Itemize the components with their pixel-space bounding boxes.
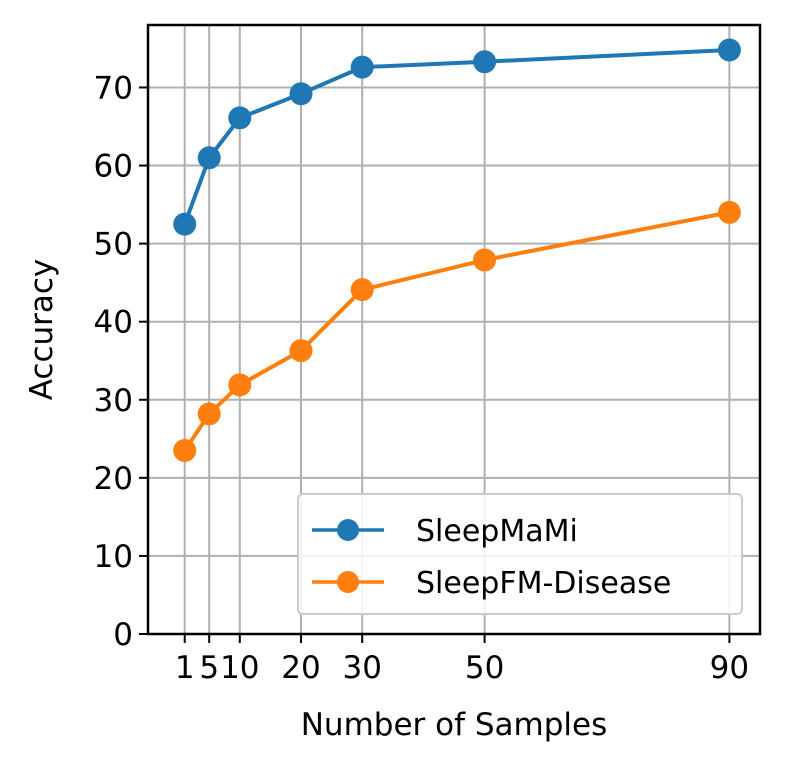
x-tick-label: 20	[281, 650, 320, 686]
x-tick-label: 1	[175, 650, 195, 686]
y-tick-label: 10	[94, 539, 133, 575]
data-point-sleepmami	[350, 55, 374, 79]
x-tick-label: 10	[220, 650, 259, 686]
y-tick-label: 30	[94, 383, 133, 419]
data-point-sleepfm-disease	[350, 278, 374, 302]
series-line-sleepmami	[182, 47, 730, 225]
series-line-sleepfm-disease	[183, 210, 730, 452]
x-tick-label: 5	[199, 650, 219, 686]
data-point-sleepfm-disease	[289, 339, 313, 363]
data-point-sleepfm-disease	[228, 373, 252, 397]
data-point-sleepfm-disease	[473, 248, 497, 272]
x-tick-label: 30	[342, 650, 381, 686]
data-point-sleepmami	[289, 82, 313, 106]
series-layer	[173, 38, 741, 463]
x-tick-label: 90	[710, 650, 749, 686]
x-axis-label: Number of Samples	[301, 707, 608, 743]
y-tick-label: 50	[94, 227, 133, 263]
data-point-sleepmami	[197, 146, 221, 170]
data-point-sleepmami	[173, 212, 197, 236]
legend-box	[297, 493, 743, 615]
data-point-sleepfm-disease	[717, 200, 741, 224]
legend: SleepMaMi SleepFM-Disease	[297, 493, 743, 615]
legend-marker-sleepfm-disease	[337, 571, 359, 593]
y-tick-label: 70	[94, 70, 133, 106]
plot-frame	[146, 23, 762, 636]
y-tick-label: 0	[113, 617, 133, 653]
y-tick-label: 20	[94, 461, 133, 497]
y-axis-label: Accuracy	[24, 259, 60, 401]
grid-lines	[148, 25, 760, 635]
data-point-sleepmami	[228, 106, 252, 130]
legend-label-sleepfm-disease: SleepFM-Disease	[416, 566, 671, 601]
data-point-sleepfm-disease	[197, 402, 221, 426]
legend-label-sleepmami: SleepMaMi	[416, 514, 578, 549]
y-tick-label: 40	[94, 305, 133, 341]
data-point-sleepmami	[717, 38, 741, 62]
legend-marker-sleepmami	[337, 519, 359, 541]
y-tick-label: 60	[94, 149, 133, 185]
data-point-sleepmami	[473, 50, 497, 74]
data-point-sleepfm-disease	[173, 439, 197, 463]
x-tick-label: 50	[465, 650, 504, 686]
